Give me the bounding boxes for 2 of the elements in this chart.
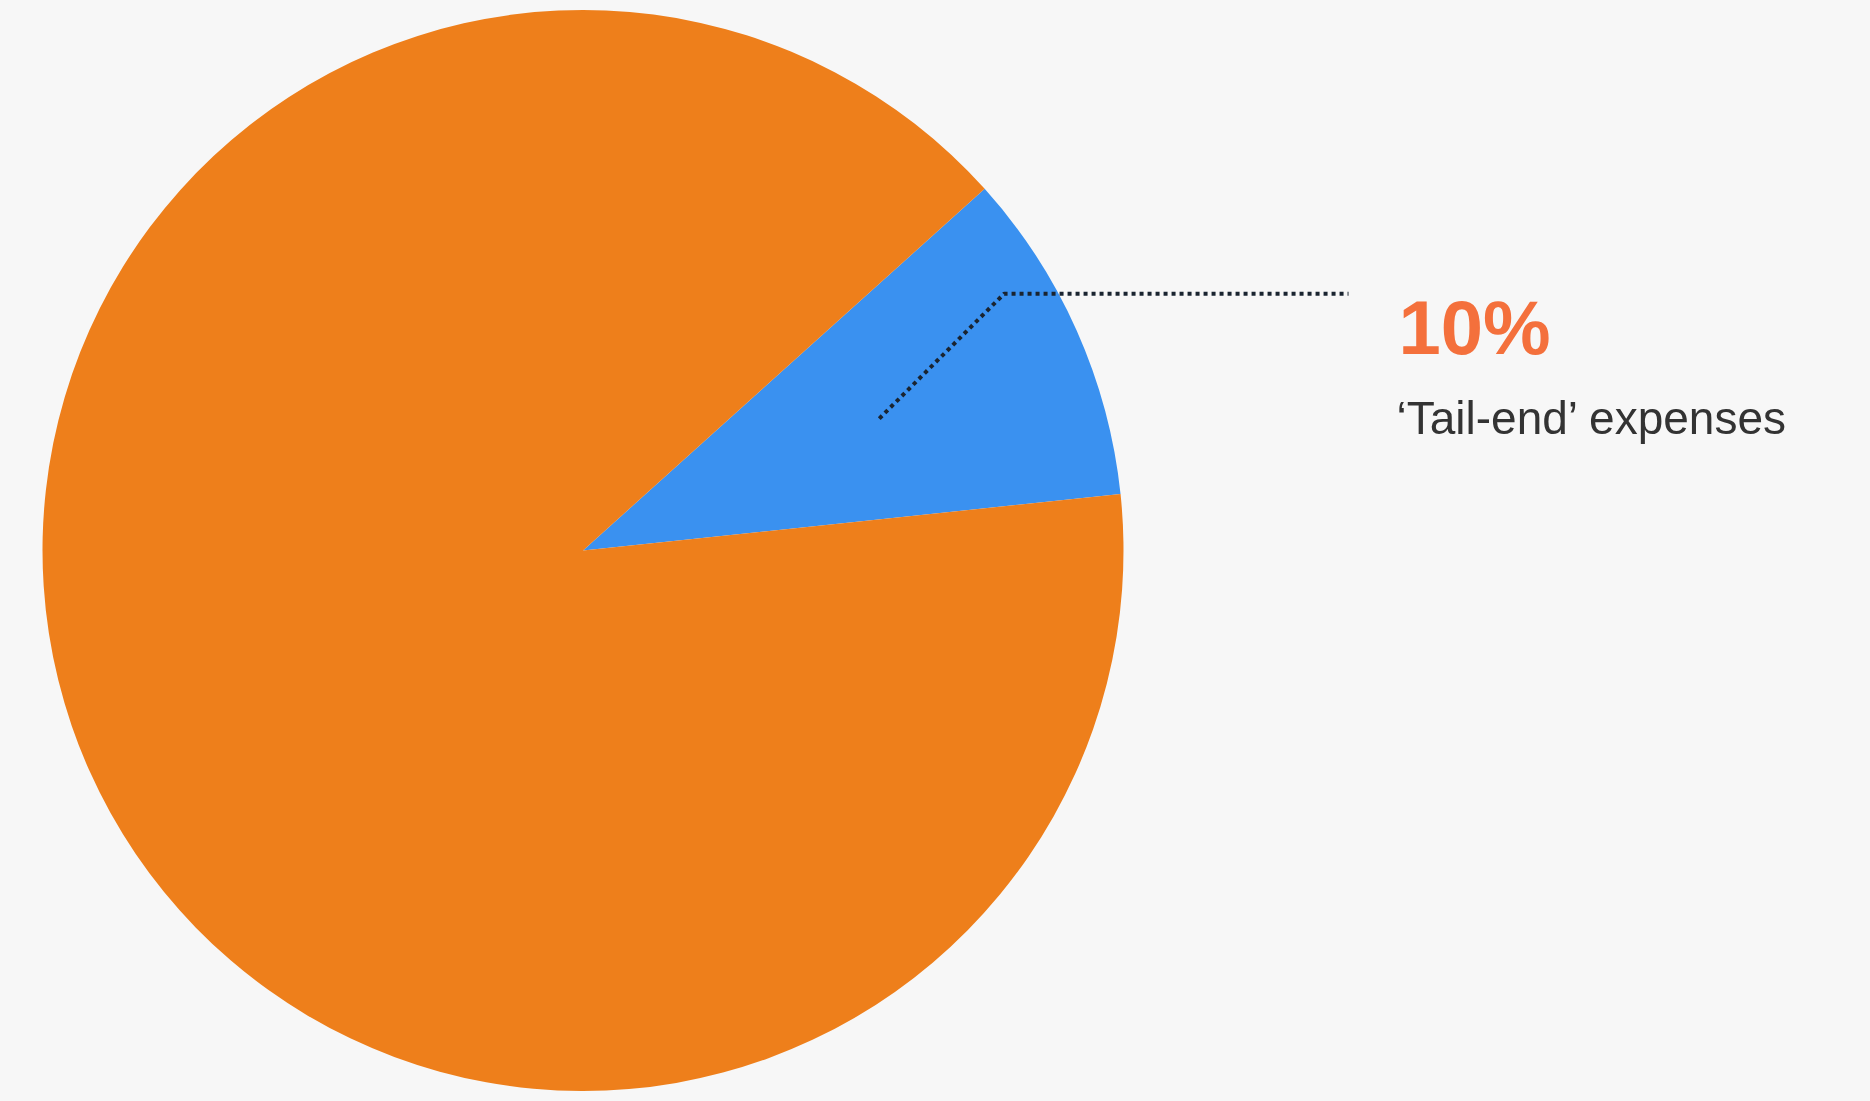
slice-label: ‘Tail-end’ expenses bbox=[1396, 391, 1787, 444]
data-label: 10% bbox=[1398, 284, 1551, 370]
